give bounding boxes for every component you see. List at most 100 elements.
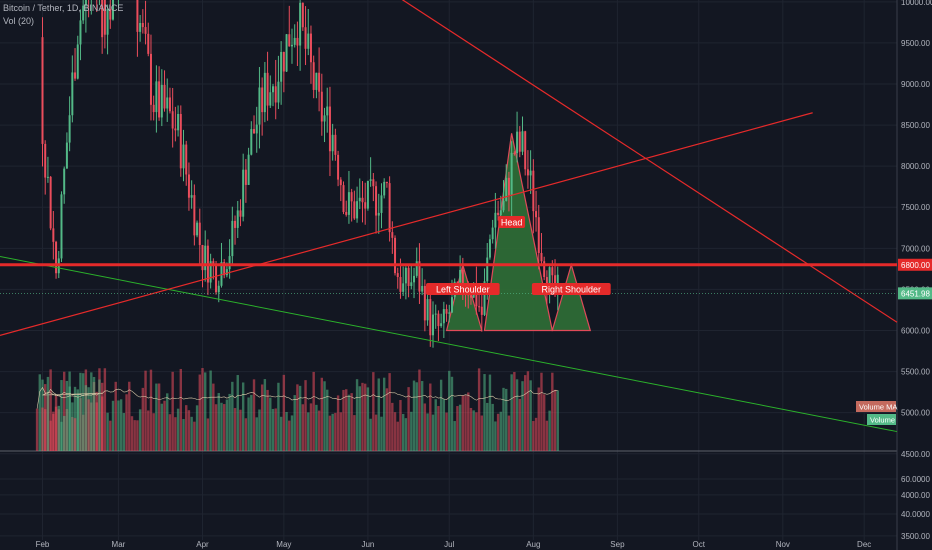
- volume-bar: [206, 418, 210, 451]
- volume-bar: [437, 406, 440, 451]
- pattern-labels: Left Shoulder Head Right Shoulder: [426, 216, 611, 295]
- volume-bar: [510, 374, 513, 451]
- volume-bar: [225, 399, 229, 451]
- candle-body: [60, 194, 63, 259]
- candle-body: [253, 129, 256, 134]
- candle-body: [225, 269, 228, 276]
- candle-body: [513, 152, 516, 154]
- volume-bar: [231, 381, 234, 451]
- candles: [41, 0, 559, 348]
- volume-bar: [556, 390, 559, 451]
- candle-body: [255, 124, 258, 134]
- volume-bar: [190, 416, 193, 451]
- candle-body: [103, 0, 106, 35]
- volume-bar: [472, 410, 475, 451]
- volume-bar: [109, 420, 112, 451]
- volume-legend-box: [867, 414, 896, 425]
- price-tick-label: 6000.00: [901, 327, 930, 336]
- volume-bar: [521, 381, 524, 451]
- price-axis: 14000.0013500.0013000.0012500.0012000.00…: [856, 0, 932, 541]
- candle-body: [529, 170, 532, 176]
- candle-body: [204, 245, 207, 271]
- volume-bar: [111, 400, 115, 451]
- candle-body: [540, 252, 543, 262]
- candle-body: [68, 115, 71, 143]
- candle-body: [76, 44, 79, 79]
- candle-body: [274, 86, 277, 103]
- candle-body: [309, 33, 312, 63]
- volume-bar: [334, 412, 337, 451]
- volume-bar: [266, 389, 269, 451]
- volume-bar: [171, 371, 174, 451]
- time-tick-label: Oct: [693, 540, 706, 549]
- right-shoulder-label-bg: [531, 283, 611, 295]
- candle-body: [385, 181, 388, 184]
- volume-bar: [149, 369, 153, 451]
- volume-bar: [442, 399, 446, 451]
- candle-body: [112, 0, 115, 20]
- volume-bar: [366, 387, 370, 451]
- candle-body: [342, 185, 345, 212]
- candle-body: [144, 27, 147, 34]
- time-tick-label: Sep: [610, 540, 625, 549]
- candle-body: [375, 186, 378, 216]
- volume-bar: [247, 397, 250, 451]
- candle-body: [461, 269, 464, 290]
- price-tick-label: 5000.00: [901, 409, 930, 418]
- volume-bar: [404, 418, 408, 451]
- volume-bar: [168, 414, 172, 451]
- candle-body: [196, 222, 199, 236]
- volume-bar: [279, 416, 283, 451]
- volume-bar: [228, 393, 231, 451]
- candle-body: [475, 284, 478, 307]
- candle-body: [366, 180, 369, 209]
- candle-body: [312, 62, 315, 90]
- volume-bar: [76, 389, 79, 451]
- price-tick-label: 8500.00: [901, 121, 930, 130]
- volume-bar: [309, 403, 313, 451]
- candle-body: [516, 131, 519, 154]
- candle-body: [223, 261, 226, 276]
- volume-bar: [201, 368, 204, 451]
- volume-bar: [301, 404, 305, 451]
- candle-body: [290, 44, 293, 47]
- volume-bar: [331, 413, 334, 451]
- volume-bar: [407, 387, 410, 451]
- volume-bar: [81, 373, 85, 451]
- candle-body: [483, 281, 486, 315]
- volume-bar: [377, 378, 380, 451]
- volume-bar: [288, 420, 291, 451]
- volume-bar: [464, 395, 467, 451]
- candle-body: [239, 210, 242, 217]
- volume-bar: [350, 393, 353, 451]
- candle-body: [347, 192, 350, 215]
- volume-bar: [518, 398, 521, 451]
- volume-bar: [274, 408, 277, 451]
- price-tick-label: 3500.00: [901, 532, 930, 541]
- volume-bar: [469, 407, 473, 451]
- candle-body: [548, 267, 551, 291]
- volume-bar: [174, 417, 177, 451]
- volume-indicator-label: Vol (20): [3, 16, 35, 26]
- candle-body: [261, 87, 264, 113]
- volume-bar: [136, 420, 139, 451]
- volume-bar: [263, 379, 267, 451]
- volume-bar: [258, 409, 261, 451]
- volume-bar: [95, 391, 98, 451]
- candle-body: [510, 152, 513, 196]
- candle-body: [182, 144, 185, 169]
- volume-ma-legend-box: [856, 401, 896, 412]
- volume-bar: [250, 394, 253, 451]
- candle-body: [429, 299, 432, 336]
- candle-body: [356, 201, 359, 219]
- candle-body: [293, 37, 296, 45]
- candle-body: [415, 261, 418, 276]
- volume-bar: [502, 387, 505, 451]
- candle-body: [236, 210, 239, 228]
- oscillator-tick-label: 40.0000: [901, 510, 930, 519]
- candle-body: [364, 202, 367, 209]
- volume-bar: [513, 372, 516, 451]
- candle-body: [480, 306, 483, 315]
- volume-bars: [35, 368, 559, 451]
- candle-body: [369, 179, 372, 181]
